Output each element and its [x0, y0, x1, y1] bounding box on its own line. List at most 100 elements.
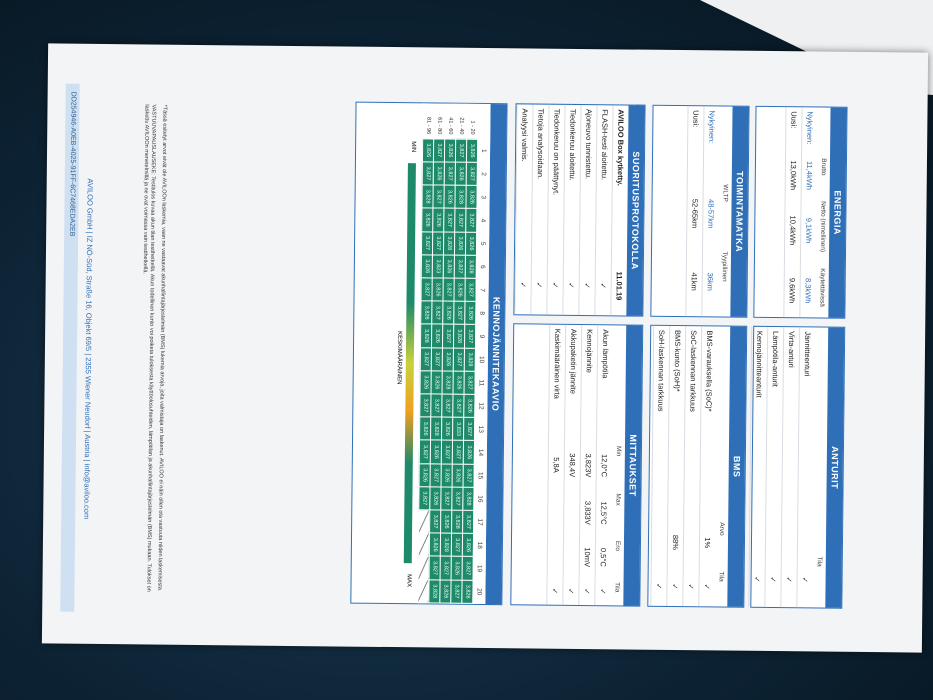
cell-voltage: 3,826	[451, 556, 463, 580]
cell-voltage: 3,826	[421, 254, 433, 278]
cell-value: 10mV	[579, 536, 596, 578]
row-label: Kennojännite	[580, 325, 598, 442]
cell-voltage: 3,826	[465, 231, 477, 256]
column-number: 1	[477, 139, 490, 163]
cell-value: 48-57km	[702, 180, 719, 248]
cell-voltage: 3,826	[419, 417, 431, 441]
cell-voltage: 3,826	[442, 347, 454, 371]
column-number: 7	[475, 278, 489, 302]
cell-value: 0,5°C	[595, 536, 612, 579]
bms-table: Arvo Tila BMS-varauksella (SoC)* 1% ✓ SoC-las…	[650, 325, 730, 607]
column-number: 8	[475, 301, 488, 325]
column-number: 19	[473, 556, 486, 581]
table-row: Tiedonkeruu aloitettu. ✓	[562, 104, 582, 315]
note: *Tässä esitetyt arvot eivät ole AVILOOn …	[156, 104, 168, 592]
table-row: Analyysi valmis. ✓	[514, 104, 534, 315]
cell-voltage: 3,827	[444, 162, 456, 186]
report-sheet: *Tässä esitetyt arvot eivät ole AVILOOn …	[41, 43, 929, 653]
cell-voltage: 3,826	[463, 440, 475, 465]
column-number: 2	[477, 162, 490, 186]
no-cell	[417, 579, 430, 603]
cell-voltage: 3,826	[463, 394, 476, 418]
column-number: 13	[474, 417, 487, 441]
cell-voltage: 3,827	[429, 556, 441, 580]
no-cell	[418, 556, 430, 580]
cell-value: 9,1kWh	[800, 196, 817, 265]
cell-voltage-box: KENNOJÄNNITEKAAVIO 1 2 3 4 5 6 7 8 9 10 11 12 13 14 15 1…	[350, 101, 508, 606]
table-row: Kennojännite 3,823V 3,833V 10mV ✓	[578, 325, 598, 606]
cell-value: 12,5°C	[595, 489, 612, 537]
table-row: BMS-kunto (SoH)* 88% ✓	[666, 325, 686, 607]
cell-voltage: 3,826	[440, 510, 452, 534]
cell-voltage: 3,826	[465, 185, 478, 209]
box-title: ANTURIT	[825, 327, 845, 608]
cell-voltage: 3,827	[419, 440, 431, 464]
empty-cell	[547, 536, 564, 578]
column-number: 10	[475, 347, 488, 372]
cell-voltage: 3,828	[430, 417, 442, 441]
cell-voltage: 3,827	[430, 463, 442, 487]
cell-value: ✓	[594, 256, 612, 316]
row-label: Ajoneuvo tunnistettu.	[579, 104, 598, 257]
column-header: Max	[614, 493, 622, 506]
cell-voltage: 3,827	[418, 486, 431, 510]
table-row: Jännitteenturi ✓	[796, 327, 816, 608]
table-row: Tiedonkeruu on päättynyt. ✓	[546, 104, 566, 315]
cell-voltage: 3,827	[464, 371, 476, 395]
row-label: BMS-varauksella (SoC)*	[699, 326, 718, 519]
cell-voltage: 3,826	[431, 324, 443, 348]
footer: AVILOO GmbH | IZ NÖ-Süd, Straße 16, Obje…	[82, 178, 95, 520]
cell-value: ✓	[764, 552, 782, 608]
cell-voltage: 3,826	[429, 486, 442, 511]
box-title: BMS	[727, 326, 747, 607]
column-number: 3	[476, 185, 490, 209]
cell-voltage: 3,826	[454, 231, 466, 256]
column-header: WLTP	[721, 184, 729, 202]
cell-voltage: 3,826	[441, 463, 453, 487]
column-number: 4	[476, 208, 489, 233]
cell-value: ✓	[578, 256, 596, 316]
empty-cell	[563, 536, 580, 578]
cell-value: 36km	[701, 247, 719, 317]
cell-voltage: 3,828	[464, 347, 476, 372]
table-row: Nykyinen: 48-57km 36km	[701, 106, 720, 317]
cell-voltage: 3,828	[442, 370, 454, 395]
cell-voltage: 3,827	[430, 393, 443, 418]
cell-voltage: 3,833	[452, 417, 464, 441]
cell-voltage: 3,827	[441, 394, 454, 418]
column-number: 11	[475, 371, 488, 395]
cell-voltage: 3,827	[440, 486, 453, 511]
column-header: Ero	[613, 540, 621, 552]
cell-value: ✓	[562, 255, 580, 315]
mittaukset-table: Min Max Ero Tila Akun lämpötila 12,0°C 12,5°C 0…	[546, 324, 626, 606]
cell-voltage: 3,828	[440, 533, 452, 557]
cell-voltage: 3,827	[463, 417, 475, 441]
row-label: AVILOO Box kytketty.	[611, 105, 629, 257]
cell-voltage: 3,826	[443, 185, 456, 209]
column-number: 15	[474, 464, 487, 488]
row-label: Kaskimääräinen virta	[548, 324, 566, 442]
table-row: SoC-laskennan tarkkuus ✓	[682, 326, 702, 607]
table-row: Akun lämpötila 12,0°C 12,5°C 0,5°C ✓	[594, 325, 614, 606]
table-row: SoH-laskennan tarkkuus ✓	[650, 325, 670, 606]
row-label: Akkupaketin jännite	[564, 324, 582, 442]
cell-voltage: 3,827	[464, 278, 477, 302]
cell-voltage: 3,826	[430, 440, 442, 464]
cell-voltage: 3,827	[451, 486, 464, 511]
header-row: WLTP Tyypillinen	[717, 106, 732, 316]
table-row: Ajoneuvo tunnistettu. ✓	[578, 104, 598, 316]
energia-box: ENERGIA Brutto Netto (nimellinen) Käytettäv…	[753, 105, 848, 319]
cell-voltage: 3,826	[432, 208, 444, 232]
cell-voltage: 3,826	[455, 162, 467, 186]
row-label: 81 - 96	[422, 103, 435, 139]
table-row: Kaskimääräinen virta 5,8A ✓	[546, 324, 566, 605]
cell-voltage: 3,827	[420, 347, 432, 371]
row-label: Kennojännitteanturit	[749, 326, 768, 553]
cell-value: 1%	[699, 518, 716, 568]
table-row: Tietoja analysoidaan. ✓	[530, 104, 550, 315]
cell-value: ✓	[530, 255, 548, 315]
no-cell	[418, 509, 430, 534]
column-number: 6	[476, 255, 489, 279]
cell-value: 11.01.19	[610, 256, 627, 316]
row-label: Nykyinen:	[801, 107, 818, 155]
